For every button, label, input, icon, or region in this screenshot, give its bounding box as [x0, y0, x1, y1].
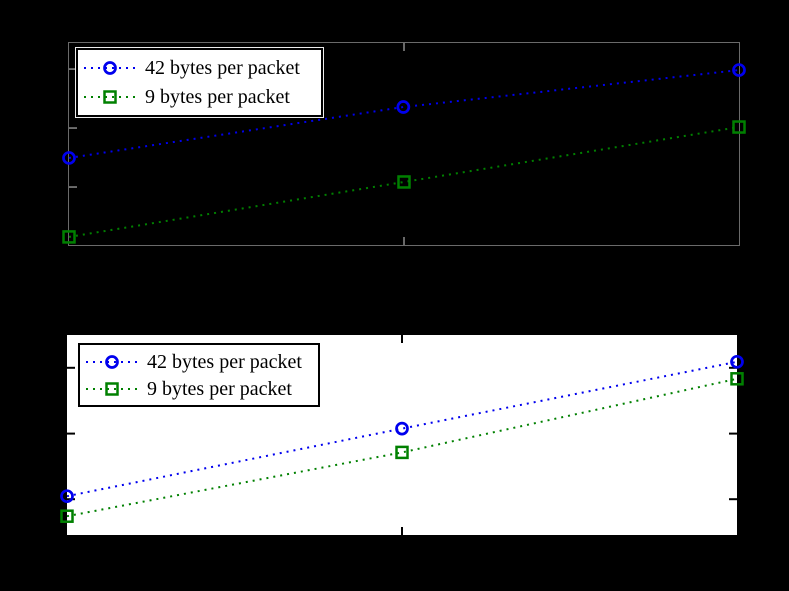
series-dotted-line	[66, 377, 738, 518]
data-point-circle-marker	[395, 421, 409, 436]
legend-green-square-dotted-icon	[84, 90, 136, 104]
plot-area	[60, 335, 744, 535]
data-point-circle-marker	[62, 151, 76, 165]
legend-blue-circle-dotted-icon	[84, 60, 136, 75]
data-point-square-marker	[62, 230, 76, 244]
legend-label: 42 bytes per packet	[145, 56, 300, 79]
data-point-square-marker	[105, 381, 119, 396]
legend-label: 9 bytes per packet	[145, 86, 290, 109]
data-point-circle-marker	[396, 100, 411, 114]
data-point-square-marker	[60, 509, 74, 523]
data-point-circle-marker	[60, 489, 74, 504]
series-dotted-line	[66, 360, 738, 498]
bottom-chart: 42 bytes per packet 9 bytes per packet	[60, 333, 744, 537]
data-point-square-marker	[397, 175, 411, 189]
data-point-circle-marker	[105, 354, 119, 369]
data-point-square-marker	[732, 120, 746, 134]
legend-label: 42 bytes per packet	[147, 350, 302, 373]
legend-blue-circle-dotted-icon	[86, 354, 138, 369]
data-point-square-marker	[730, 372, 744, 386]
series-dotted-line	[68, 69, 740, 159]
top-chart: 42 bytes per packet 9 bytes per packet	[62, 42, 746, 246]
legend-entry-9-bytes: 9 bytes per packet	[84, 83, 315, 113]
legend-entry-9-bytes: 9 bytes per packet	[86, 375, 312, 402]
top-chart-legend: 42 bytes per packet 9 bytes per packet	[76, 48, 323, 117]
plot-area	[62, 43, 746, 245]
data-point-square-marker	[395, 445, 409, 460]
legend-entry-42-bytes: 42 bytes per packet	[84, 53, 315, 83]
data-point-circle-marker	[732, 63, 746, 77]
legend-label: 9 bytes per packet	[147, 377, 292, 400]
data-point-square-marker	[103, 90, 117, 104]
series-dotted-line	[68, 126, 740, 238]
data-point-circle-marker	[103, 60, 117, 75]
legend-entry-42-bytes: 42 bytes per packet	[86, 348, 312, 375]
bottom-chart-legend: 42 bytes per packet 9 bytes per packet	[78, 343, 320, 407]
legend-green-square-dotted-icon	[86, 381, 138, 396]
data-point-circle-marker	[730, 354, 744, 369]
